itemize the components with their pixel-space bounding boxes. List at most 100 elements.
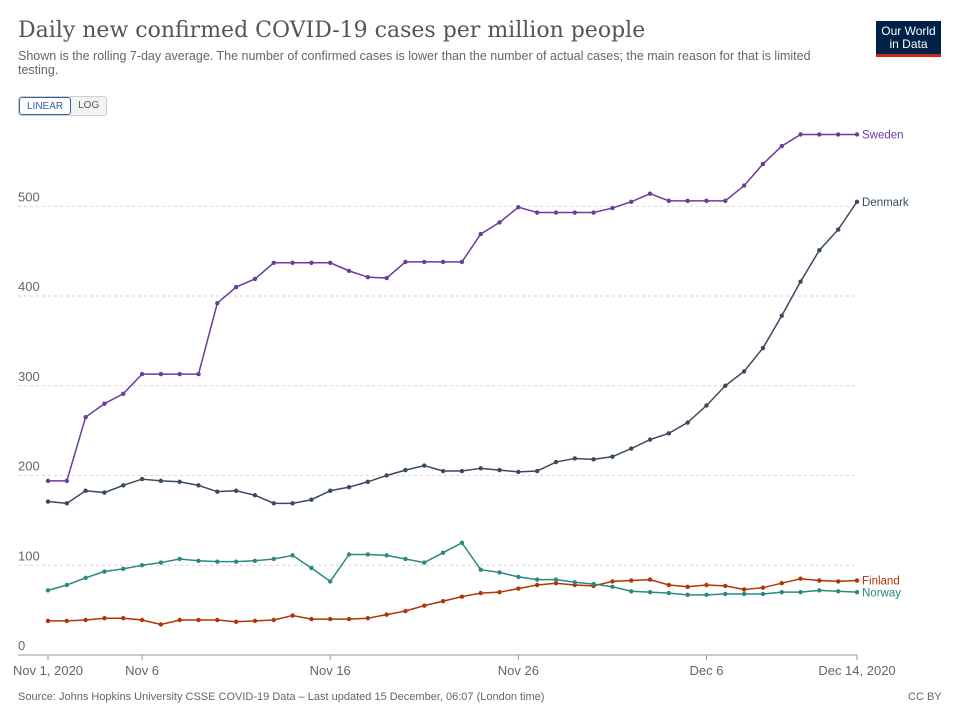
series-line[interactable] bbox=[47, 541, 858, 596]
data-point[interactable] bbox=[271, 501, 276, 506]
data-point[interactable] bbox=[64, 582, 70, 588]
data-point[interactable] bbox=[309, 565, 314, 571]
data-point[interactable] bbox=[629, 589, 634, 594]
data-point[interactable] bbox=[139, 371, 145, 377]
data-point[interactable] bbox=[534, 582, 540, 588]
data-point[interactable] bbox=[384, 473, 389, 478]
data-point[interactable] bbox=[121, 616, 126, 621]
data-point[interactable] bbox=[459, 468, 465, 474]
data-point[interactable] bbox=[779, 143, 784, 149]
series-line[interactable] bbox=[48, 133, 857, 482]
data-point[interactable] bbox=[741, 369, 747, 374]
data-point[interactable] bbox=[685, 198, 690, 204]
data-point[interactable] bbox=[704, 582, 709, 588]
data-point[interactable] bbox=[328, 488, 333, 493]
data-point[interactable] bbox=[45, 618, 51, 624]
data-point[interactable] bbox=[854, 589, 860, 595]
data-point[interactable] bbox=[158, 478, 164, 484]
data-point[interactable] bbox=[478, 466, 483, 471]
data-point[interactable] bbox=[610, 454, 615, 459]
data-point[interactable] bbox=[177, 479, 182, 484]
data-point[interactable] bbox=[817, 588, 822, 593]
data-point[interactable] bbox=[440, 550, 446, 555]
data-point[interactable] bbox=[290, 553, 295, 558]
data-point[interactable] bbox=[516, 469, 521, 475]
data-point[interactable] bbox=[440, 598, 446, 604]
data-point[interactable] bbox=[233, 284, 239, 290]
data-point[interactable] bbox=[328, 616, 333, 622]
linear-scale-button[interactable]: LINEAR bbox=[19, 97, 72, 115]
data-point[interactable] bbox=[440, 468, 446, 474]
data-point[interactable] bbox=[704, 198, 709, 204]
data-point[interactable] bbox=[403, 608, 408, 614]
data-point[interactable] bbox=[685, 592, 690, 598]
data-point[interactable] bbox=[666, 582, 672, 588]
data-point[interactable] bbox=[83, 617, 88, 623]
data-point[interactable] bbox=[798, 576, 803, 581]
data-point[interactable] bbox=[139, 563, 145, 568]
data-point[interactable] bbox=[252, 618, 258, 624]
data-point[interactable] bbox=[459, 540, 465, 546]
data-point[interactable] bbox=[553, 581, 559, 586]
data-point[interactable] bbox=[328, 579, 333, 584]
data-point[interactable] bbox=[121, 483, 126, 488]
data-point[interactable] bbox=[346, 268, 352, 274]
data-point[interactable] bbox=[83, 575, 88, 581]
data-point[interactable] bbox=[760, 345, 766, 351]
data-point[interactable] bbox=[798, 132, 803, 137]
data-point[interactable] bbox=[685, 584, 690, 589]
data-point[interactable] bbox=[233, 619, 239, 624]
data-point[interactable] bbox=[459, 594, 465, 599]
data-point[interactable] bbox=[459, 259, 465, 265]
data-point[interactable] bbox=[723, 591, 728, 597]
data-point[interactable] bbox=[102, 490, 107, 495]
data-point[interactable] bbox=[102, 569, 107, 574]
data-point[interactable] bbox=[704, 592, 709, 598]
data-point[interactable] bbox=[422, 603, 427, 608]
data-point[interactable] bbox=[45, 499, 51, 504]
data-point[interactable] bbox=[760, 591, 766, 597]
data-point[interactable] bbox=[723, 583, 728, 589]
data-point[interactable] bbox=[516, 204, 521, 210]
data-point[interactable] bbox=[158, 371, 164, 377]
data-point[interactable] bbox=[647, 577, 653, 582]
data-point[interactable] bbox=[215, 559, 220, 564]
data-point[interactable] bbox=[121, 391, 126, 397]
data-point[interactable] bbox=[591, 210, 596, 215]
data-point[interactable] bbox=[516, 586, 521, 591]
data-point[interactable] bbox=[666, 198, 672, 204]
data-point[interactable] bbox=[835, 589, 841, 594]
data-point[interactable] bbox=[817, 132, 822, 137]
data-point[interactable] bbox=[629, 578, 634, 583]
data-point[interactable] bbox=[177, 556, 182, 562]
data-point[interactable] bbox=[271, 260, 276, 265]
data-point[interactable] bbox=[45, 478, 51, 484]
data-point[interactable] bbox=[83, 488, 88, 493]
data-point[interactable] bbox=[346, 616, 352, 622]
data-point[interactable] bbox=[196, 483, 201, 488]
data-point[interactable] bbox=[798, 279, 803, 284]
data-point[interactable] bbox=[572, 580, 577, 585]
data-point[interactable] bbox=[516, 574, 521, 580]
data-point[interactable] bbox=[309, 497, 314, 502]
data-point[interactable] bbox=[422, 560, 427, 565]
data-point[interactable] bbox=[271, 556, 276, 562]
log-scale-button[interactable]: LOG bbox=[71, 97, 107, 115]
data-point[interactable] bbox=[666, 431, 672, 436]
data-point[interactable] bbox=[647, 589, 653, 595]
data-point[interactable] bbox=[478, 567, 483, 572]
data-point[interactable] bbox=[760, 161, 766, 167]
data-point[interactable] bbox=[328, 260, 333, 265]
data-point[interactable] bbox=[45, 588, 51, 593]
data-point[interactable] bbox=[779, 589, 784, 595]
data-point[interactable] bbox=[685, 420, 690, 425]
data-point[interactable] bbox=[553, 459, 559, 465]
data-point[interactable] bbox=[422, 463, 427, 468]
data-point[interactable] bbox=[196, 558, 201, 563]
data-point[interactable] bbox=[290, 501, 295, 506]
data-point[interactable] bbox=[760, 585, 766, 590]
data-point[interactable] bbox=[723, 383, 728, 388]
license-link[interactable]: CC BY bbox=[908, 691, 942, 703]
data-point[interactable] bbox=[346, 484, 352, 490]
data-point[interactable] bbox=[666, 590, 672, 596]
